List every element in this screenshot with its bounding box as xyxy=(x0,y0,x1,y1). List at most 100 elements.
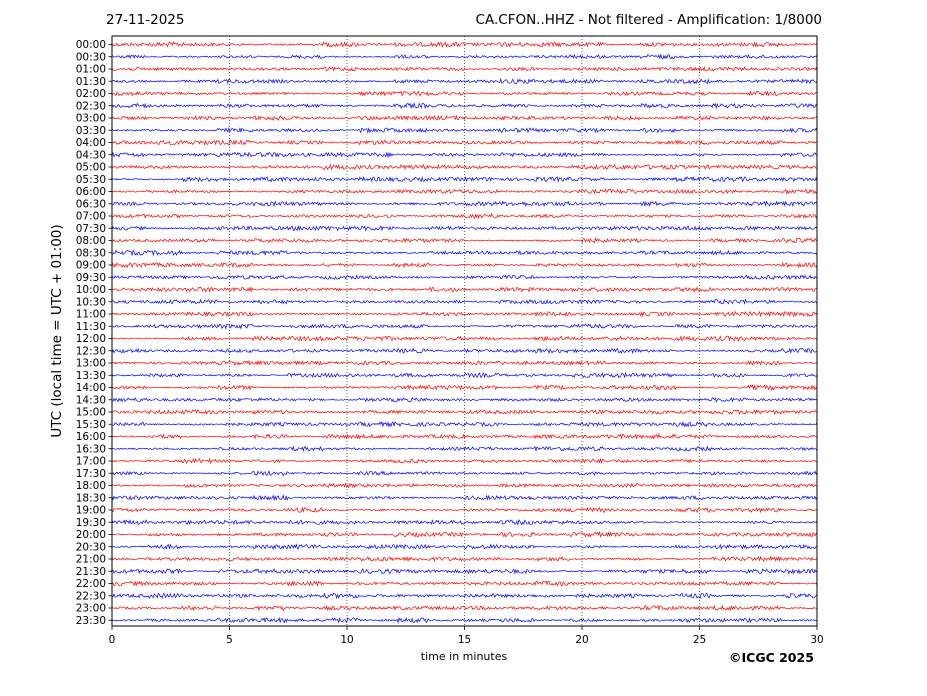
y-tick-label: 16:00 xyxy=(76,431,106,443)
trace-2100 xyxy=(111,555,818,563)
trace-0830 xyxy=(111,249,818,257)
chart-date: 27-11-2025 xyxy=(106,12,185,28)
y-tick-label: 13:30 xyxy=(76,370,106,382)
seismic-traces xyxy=(111,41,818,624)
trace-1130 xyxy=(111,323,818,330)
y-tick-label: 09:00 xyxy=(76,260,106,272)
x-tick-label: 0 xyxy=(109,634,116,646)
y-tick-label: 11:00 xyxy=(76,309,106,321)
y-tick-label: 18:00 xyxy=(76,480,106,492)
trace-2330 xyxy=(111,616,818,624)
trace-0200 xyxy=(111,90,818,97)
trace-1730 xyxy=(111,470,818,477)
trace-0430 xyxy=(111,151,818,159)
x-tick-label: 20 xyxy=(575,634,588,646)
y-tick-label: 23:30 xyxy=(76,615,106,627)
trace-0930 xyxy=(111,274,818,280)
trace-0800 xyxy=(111,236,818,244)
trace-2030 xyxy=(111,543,817,550)
y-tick-label: 00:30 xyxy=(76,51,106,63)
y-tick-label: 22:30 xyxy=(76,590,106,602)
y-tick-label: 19:30 xyxy=(76,517,106,529)
y-tick-label: 17:30 xyxy=(76,468,106,480)
trace-1930 xyxy=(111,519,818,526)
trace-0300 xyxy=(111,114,818,122)
y-tick-label: 05:00 xyxy=(76,162,106,174)
y-tick-label: 10:30 xyxy=(76,296,106,308)
y-tick-label: 12:30 xyxy=(76,345,106,357)
y-tick-label: 03:30 xyxy=(76,125,106,137)
y-tick-label: 05:30 xyxy=(76,174,106,186)
y-tick-label: 11:30 xyxy=(76,321,106,333)
trace-1500 xyxy=(111,409,818,416)
x-tick-label: 30 xyxy=(810,634,823,646)
y-tick-label: 13:00 xyxy=(76,358,106,370)
copyright-label: ©ICGC 2025 xyxy=(729,650,814,665)
trace-1400 xyxy=(111,384,818,391)
y-tick-label: 01:00 xyxy=(76,64,106,76)
y-tick-label: 02:30 xyxy=(76,100,106,112)
x-axis-label: time in minutes xyxy=(420,650,508,663)
y-tick-label: 12:00 xyxy=(76,333,106,345)
trace-0630 xyxy=(111,200,818,208)
y-tick-label: 19:00 xyxy=(76,505,106,517)
y-tick-label: 07:00 xyxy=(76,211,106,223)
y-tick-label: 17:00 xyxy=(76,456,106,468)
y-tick-label: 23:00 xyxy=(76,603,106,615)
y-tick-label: 08:00 xyxy=(76,235,106,247)
trace-2130 xyxy=(111,568,818,575)
y-axis-label: UTC (local time = UTC + 01:00) xyxy=(49,224,65,438)
trace-1100 xyxy=(111,310,818,318)
y-tick-label: 04:00 xyxy=(76,137,106,149)
y-tick-label: 00:00 xyxy=(76,39,106,51)
y-tick-label: 21:30 xyxy=(76,566,106,578)
y-tick-label: 10:00 xyxy=(76,284,106,296)
trace-1300 xyxy=(111,359,818,366)
y-tick-label: 15:30 xyxy=(76,419,106,431)
y-tick-label: 14:00 xyxy=(76,382,106,394)
trace-2200 xyxy=(111,580,818,587)
trace-1000 xyxy=(111,286,818,293)
trace-0130 xyxy=(111,77,818,85)
trace-0330 xyxy=(111,126,818,134)
y-tick-label: 22:00 xyxy=(76,578,106,590)
axes: 00:0000:3001:0001:3002:0002:3003:0003:30… xyxy=(76,35,824,646)
trace-1030 xyxy=(111,298,818,305)
trace-2000 xyxy=(111,530,818,538)
x-tick-label: 25 xyxy=(693,634,706,646)
trace-1830 xyxy=(111,494,818,502)
x-tick-label: 15 xyxy=(458,634,471,646)
trace-1900 xyxy=(111,506,818,514)
trace-1230 xyxy=(111,347,818,355)
y-tick-label: 18:30 xyxy=(76,492,106,504)
y-tick-label: 15:00 xyxy=(76,407,106,419)
trace-0700 xyxy=(111,212,818,220)
y-tick-label: 20:00 xyxy=(76,529,106,541)
trace-1330 xyxy=(111,371,818,379)
y-tick-label: 16:30 xyxy=(76,443,106,455)
trace-0530 xyxy=(111,175,818,183)
y-tick-label: 01:30 xyxy=(76,76,106,88)
trace-0900 xyxy=(111,261,818,269)
trace-0600 xyxy=(111,188,818,195)
trace-1530 xyxy=(111,420,818,428)
grid-lines xyxy=(229,36,700,626)
trace-0100 xyxy=(111,65,818,72)
trace-0030 xyxy=(111,53,818,60)
trace-0730 xyxy=(111,224,818,232)
y-tick-label: 21:00 xyxy=(76,554,106,566)
y-tick-label: 02:00 xyxy=(76,88,106,100)
trace-0000 xyxy=(111,41,818,48)
y-tick-label: 20:30 xyxy=(76,541,106,553)
y-tick-label: 03:00 xyxy=(76,113,106,125)
trace-2300 xyxy=(111,604,818,612)
y-tick-label: 09:30 xyxy=(76,272,106,284)
y-tick-label: 07:30 xyxy=(76,223,106,235)
trace-1600 xyxy=(111,432,818,440)
trace-1700 xyxy=(111,457,818,465)
trace-2230 xyxy=(111,592,818,600)
y-tick-label: 14:30 xyxy=(76,394,106,406)
trace-1430 xyxy=(111,396,818,403)
y-tick-label: 08:30 xyxy=(76,247,106,259)
y-tick-label: 04:30 xyxy=(76,149,106,161)
